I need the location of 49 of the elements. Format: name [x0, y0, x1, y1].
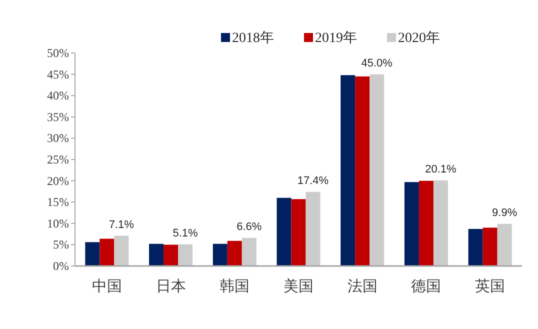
- data-label: 6.6%: [236, 220, 262, 233]
- x-tick-label: 英国: [475, 278, 506, 295]
- legend-label: 2019年: [315, 30, 357, 46]
- bar: [468, 228, 483, 266]
- y-tick-label: 5%: [53, 238, 69, 252]
- x-tick-label: 德国: [411, 279, 442, 295]
- bar: [404, 182, 419, 266]
- bar: [497, 224, 512, 266]
- data-label: 9.9%: [492, 206, 518, 219]
- y-tick-label: 25%: [47, 152, 69, 166]
- y-tick-label: 35%: [47, 110, 69, 124]
- y-tick-label: 0%: [53, 259, 69, 273]
- y-tick-label: 10%: [47, 216, 69, 230]
- data-label: 20.1%: [425, 163, 457, 176]
- bar: [291, 199, 306, 266]
- bar: [242, 238, 256, 266]
- bar: [100, 238, 114, 266]
- data-label: 5.1%: [172, 227, 198, 240]
- x-tick-label: 日本: [156, 278, 186, 295]
- legend-label: 2020年: [398, 30, 440, 46]
- y-tick-label: 15%: [47, 195, 69, 210]
- y-tick-label: 50%: [47, 46, 69, 60]
- bar: [370, 74, 384, 266]
- y-tick-label: 20%: [47, 174, 69, 188]
- data-label: 17.4%: [297, 174, 329, 187]
- bar: [85, 242, 100, 266]
- bar: [418, 180, 434, 266]
- bar: [340, 75, 356, 266]
- bar: [482, 228, 498, 266]
- bar: [306, 192, 320, 266]
- bar: [212, 244, 228, 266]
- bar: [276, 198, 292, 266]
- bar: [164, 244, 178, 266]
- bar: [114, 236, 129, 266]
- legend-label: 2018年: [232, 30, 274, 46]
- bar: [227, 240, 242, 266]
- bar: [178, 244, 193, 266]
- x-tick-label: 美国: [284, 278, 314, 295]
- data-label: 45.0%: [361, 57, 393, 70]
- y-tick-label: 45%: [47, 67, 69, 82]
- x-tick-label: 韩国: [220, 278, 250, 295]
- x-tick-label: 法国: [347, 278, 378, 295]
- data-label: 7.1%: [108, 218, 134, 231]
- y-tick-label: 40%: [47, 88, 69, 103]
- x-tick-label: 中国: [92, 278, 122, 295]
- bar: [433, 180, 448, 266]
- bar: [149, 244, 164, 266]
- y-tick-label: 30%: [47, 131, 69, 146]
- bar: [355, 76, 370, 266]
